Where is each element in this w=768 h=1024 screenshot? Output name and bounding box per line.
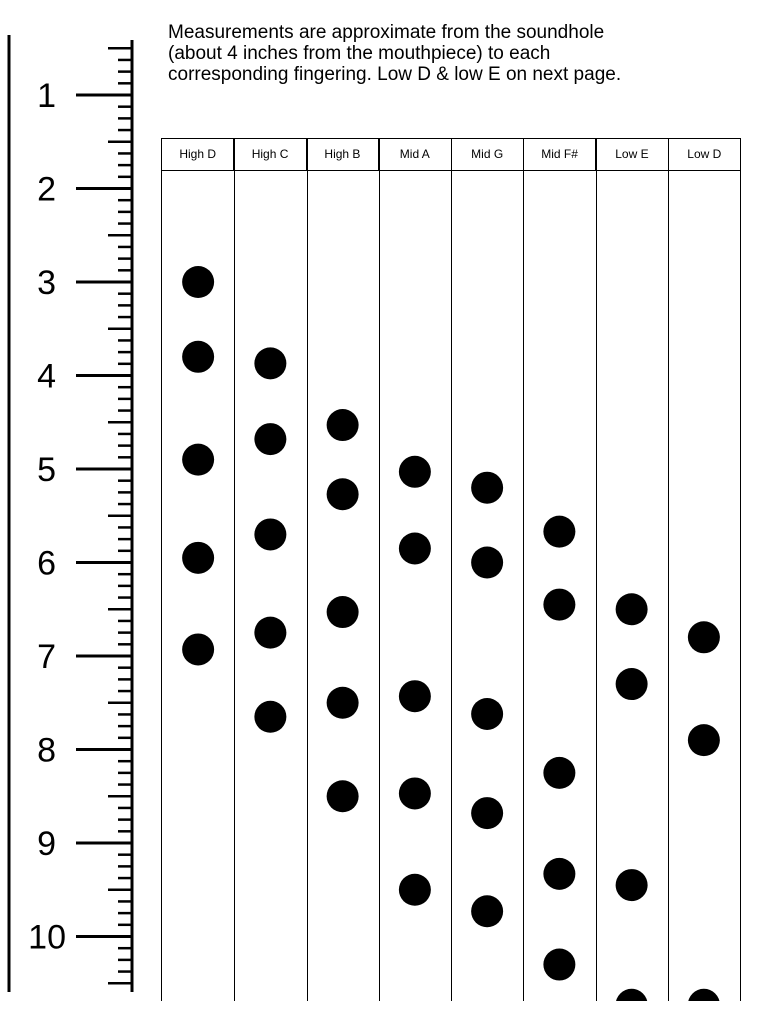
- finger-hole-7-1: [687, 724, 720, 757]
- finger-hole-3-3: [398, 777, 431, 810]
- finger-hole-7-2: [688, 988, 720, 1001]
- finger-hole-1-4: [254, 700, 287, 733]
- ruler-label-5: 5: [37, 451, 56, 489]
- column-divider: [234, 139, 236, 1001]
- finger-hole-5-3: [543, 857, 576, 890]
- ruler-label-10: 10: [28, 919, 66, 957]
- ruler-label-4: 4: [37, 358, 56, 396]
- finger-hole-4-3: [471, 797, 504, 830]
- note-line-2: (about 4 inches from the mouthpiece) to …: [168, 43, 551, 64]
- finger-hole-2-0: [326, 409, 359, 442]
- column-divider: [451, 139, 452, 1001]
- finger-hole-0-0: [182, 266, 215, 298]
- column-divider: [523, 139, 525, 1001]
- ruler-label-8: 8: [37, 732, 56, 770]
- ruler-label-2: 2: [37, 171, 56, 209]
- finger-hole-0-3: [182, 541, 215, 574]
- finger-hole-3-4: [398, 873, 431, 906]
- ruler-label-1: 1: [37, 77, 56, 115]
- finger-hole-6-1: [615, 668, 648, 701]
- finger-hole-4-0: [471, 471, 504, 504]
- column-divider: [595, 139, 597, 1001]
- finger-hole-6-2: [615, 869, 648, 902]
- finger-hole-0-4: [182, 633, 215, 666]
- finger-hole-1-2: [254, 518, 287, 551]
- finger-hole-5-0: [543, 515, 576, 548]
- finger-hole-5-2: [543, 756, 576, 789]
- finger-hole-3-1: [398, 532, 431, 565]
- finger-hole-5-4: [543, 948, 576, 981]
- measurement-note: Measurements are approximate from the so…: [168, 22, 758, 85]
- ruler-label-6: 6: [37, 545, 56, 583]
- finger-hole-2-1: [326, 478, 359, 511]
- fingering-chart: High D High C High B Mid A Mid G Mid F# …: [161, 138, 741, 1001]
- ruler-label-3: 3: [37, 264, 56, 302]
- ruler-label-9: 9: [37, 825, 56, 863]
- finger-hole-0-1: [182, 340, 215, 373]
- finger-hole-6-0: [615, 593, 648, 626]
- finger-hole-3-0: [398, 455, 431, 488]
- finger-hole-7-0: [687, 621, 720, 654]
- column-header-high-b: High B: [305, 139, 378, 170]
- inch-ruler: 1 2 3 4 5 6 7 8 9 10: [7, 35, 134, 992]
- note-line-1: Measurements are approximate from the so…: [168, 22, 605, 43]
- finger-hole-6-3: [616, 988, 648, 1001]
- finger-hole-5-1: [543, 588, 576, 621]
- column-divider: [378, 139, 380, 1001]
- finger-hole-1-3: [254, 616, 287, 649]
- finger-hole-2-4: [326, 780, 359, 813]
- note-line-3: corresponding fingering. Low D & low E o…: [168, 64, 622, 85]
- finger-hole-3-2: [398, 680, 431, 713]
- finger-hole-4-2: [471, 697, 504, 730]
- finger-hole-2-3: [326, 686, 359, 719]
- finger-hole-0-2: [182, 443, 215, 476]
- column-divider: [306, 139, 308, 1001]
- finger-hole-2-2: [326, 596, 359, 629]
- column-divider: [667, 139, 669, 1001]
- finger-hole-1-0: [254, 347, 287, 380]
- column-header-high-c: High C: [233, 139, 305, 170]
- finger-hole-4-4: [471, 895, 504, 928]
- finger-hole-1-1: [254, 423, 287, 456]
- ruler-label-7: 7: [37, 638, 56, 676]
- column-header-mid-a: Mid A: [378, 139, 450, 170]
- finger-hole-4-1: [471, 546, 504, 579]
- column-header-high-d: High D: [179, 147, 217, 161]
